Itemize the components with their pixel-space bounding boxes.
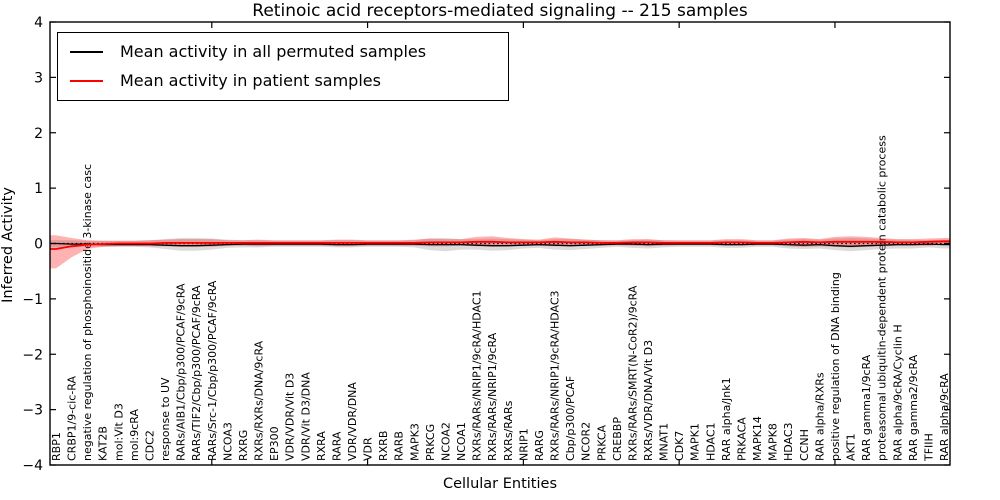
svg-text:negative regulation of phospho: negative regulation of phosphoinositide … [81, 164, 94, 461]
svg-text:2: 2 [34, 126, 43, 142]
svg-text:Cbp/p300/PCAF: Cbp/p300/PCAF [564, 376, 577, 461]
x-tick-labels: RBP1 CRBP1/9-cic-RA negative regulation of… [50, 135, 951, 462]
svg-text:PRKCA: PRKCA [595, 424, 608, 461]
svg-text:1: 1 [34, 181, 43, 197]
svg-text:NCOA2: NCOA2 [439, 422, 452, 461]
svg-text:0: 0 [34, 237, 43, 253]
chart-title: Retinoic acid receptors-mediated signali… [252, 1, 748, 21]
svg-text:RARs/Src-1/Cbp/p300/PCAF/9cRA: RARs/Src-1/Cbp/p300/PCAF/9cRA [206, 280, 219, 461]
svg-text:RXRs/RARs: RXRs/RARs [502, 400, 515, 461]
svg-text:RAR alpha/RXRs: RAR alpha/RXRs [813, 372, 826, 461]
svg-text:RARs/AIB1/Cbp/p300/PCAF/9cRA: RARs/AIB1/Cbp/p300/PCAF/9cRA [175, 283, 188, 461]
y-ticks [50, 21, 950, 466]
svg-text:RXRs/RARs/NRIP1/9cRA/HDAC3: RXRs/RARs/NRIP1/9cRA/HDAC3 [549, 290, 562, 461]
svg-text:RAR gamma1/9cRA: RAR gamma1/9cRA [860, 354, 873, 461]
svg-text:MAPK8: MAPK8 [767, 423, 780, 461]
svg-text:TFIIH: TFIIH [922, 433, 935, 462]
svg-text:3: 3 [34, 70, 43, 86]
svg-text:RXRs/RARs/NRIP1/9cRA: RXRs/RARs/NRIP1/9cRA [486, 332, 499, 461]
legend-label-permuted: Mean activity in all permuted samples [120, 42, 427, 61]
svg-text:RAR alpha/Jnk1: RAR alpha/Jnk1 [720, 377, 733, 461]
x-ticks [211, 22, 836, 465]
svg-text:RXRB: RXRB [377, 431, 390, 461]
svg-text:4: 4 [34, 15, 43, 31]
svg-text:VDR: VDR [362, 437, 375, 461]
svg-text:HDAC3: HDAC3 [782, 422, 795, 461]
band [50, 238, 950, 252]
svg-text:RXRs/RARs/NRIP1/9cRA/HDAC1: RXRs/RARs/NRIP1/9cRA/HDAC1 [471, 290, 484, 461]
svg-text:mol:Vit D3: mol:Vit D3 [112, 403, 125, 461]
svg-text:NCOA3: NCOA3 [221, 422, 234, 461]
svg-text:mol:9cRA: mol:9cRA [128, 409, 141, 461]
svg-text:CCNH: CCNH [798, 429, 811, 461]
svg-text:−4: −4 [22, 458, 43, 474]
y-tick-labels: 4 3 2 1 0 −1 −2 −3 −4 [22, 15, 43, 474]
svg-text:RBP1: RBP1 [50, 432, 63, 461]
svg-text:−3: −3 [22, 403, 43, 419]
svg-text:CREBBP: CREBBP [611, 417, 624, 461]
svg-text:CRBP1/9-cic-RA: CRBP1/9-cic-RA [66, 376, 79, 461]
svg-text:−1: −1 [22, 292, 43, 308]
svg-text:PRKCG: PRKCG [424, 424, 437, 461]
svg-text:proteasomal ubiquitin-dependen: proteasomal ubiquitin-dependent protein … [876, 135, 889, 461]
svg-text:CDC2: CDC2 [143, 430, 156, 461]
band [50, 235, 950, 269]
svg-text:−2: −2 [22, 347, 43, 363]
svg-text:RXRG: RXRG [237, 430, 250, 461]
svg-text:VDR/Vit D3/DNA: VDR/Vit D3/DNA [299, 372, 312, 461]
svg-text:RXRA: RXRA [315, 431, 328, 461]
svg-text:RARG: RARG [533, 430, 546, 461]
legend: Mean activity in all permuted samples Me… [57, 32, 509, 101]
svg-text:RAR alpha/9cRA: RAR alpha/9cRA [938, 373, 951, 461]
svg-text:positive regulation of DNA bin: positive regulation of DNA binding [829, 272, 842, 461]
svg-text:MNAT1: MNAT1 [658, 423, 671, 461]
svg-text:MAPK1: MAPK1 [689, 423, 702, 461]
svg-text:RXRs/RXRs/DNA/9cRA: RXRs/RXRs/DNA/9cRA [253, 340, 266, 461]
svg-text:RXRs/VDR/DNA/Vit D3: RXRs/VDR/DNA/Vit D3 [642, 340, 655, 461]
svg-text:NCOR2: NCOR2 [580, 422, 593, 461]
svg-text:NCOA1: NCOA1 [455, 422, 468, 461]
svg-text:RARB: RARB [393, 431, 406, 461]
svg-text:RARA: RARA [330, 431, 343, 461]
svg-text:HDAC1: HDAC1 [704, 422, 717, 461]
legend-item-patient: Mean activity in patient samples [70, 71, 496, 91]
svg-text:KAT2B: KAT2B [97, 426, 110, 461]
svg-text:VDR/VDR/Vit D3: VDR/VDR/Vit D3 [284, 373, 297, 461]
patient-line-swatch [70, 80, 103, 82]
series-line-0 [50, 242, 950, 247]
svg-text:MAPK3: MAPK3 [408, 423, 421, 461]
legend-item-permuted: Mean activity in all permuted samples [70, 42, 496, 62]
svg-text:EP300: EP300 [268, 426, 281, 461]
svg-text:AKT1: AKT1 [845, 433, 858, 461]
permuted-line-swatch [70, 51, 103, 53]
svg-text:NRIP1: NRIP1 [517, 428, 530, 461]
svg-text:RAR gamma2/9cRA: RAR gamma2/9cRA [907, 354, 920, 461]
svg-text:response to UV: response to UV [159, 377, 172, 461]
svg-text:MAPK14: MAPK14 [751, 416, 764, 461]
x-axis-label: Cellular Entities [442, 476, 558, 492]
svg-text:CDK7: CDK7 [673, 431, 686, 461]
series-line-1 [50, 240, 950, 250]
svg-text:RARs/TIF2/Cbp/p300/PCAF/9cRA: RARs/TIF2/Cbp/p300/PCAF/9cRA [190, 285, 203, 461]
svg-text:PRKACA: PRKACA [735, 417, 748, 461]
svg-text:VDR/VDR/DNA: VDR/VDR/DNA [346, 382, 359, 461]
svg-text:RAR alpha/9cRA/Cyclin H: RAR alpha/9cRA/Cyclin H [891, 324, 904, 461]
svg-text:RXRs/RARs/SMRT(N-CoR2)/9cRA: RXRs/RARs/SMRT(N-CoR2)/9cRA [626, 285, 639, 461]
legend-label-patient: Mean activity in patient samples [120, 71, 381, 90]
